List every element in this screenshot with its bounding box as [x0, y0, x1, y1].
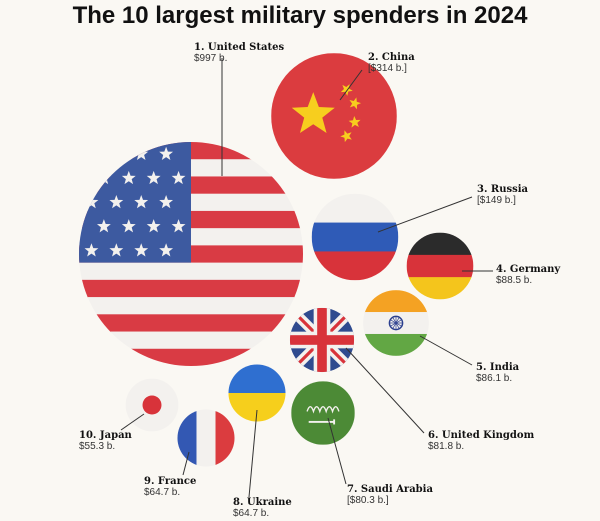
leader-line-2: [339, 69, 363, 101]
leader-line-8: [248, 409, 258, 498]
us-flag-icon: [79, 142, 303, 366]
bubble-6: 6. United Kingdom$81.8 b.: [289, 307, 535, 452]
value-label-3: [$149 b.]: [477, 195, 516, 206]
bubble-1: 1. United States$997 b.: [79, 42, 303, 366]
china-flag-icon: [271, 53, 397, 179]
bubble-9: 9. France$64.7 b.: [144, 409, 235, 498]
value-label-10: $55.3 b.: [79, 441, 115, 452]
value-label-4: $88.5 b.: [496, 275, 532, 286]
country-label-9: 9. France: [144, 476, 196, 487]
value-label-6: $81.8 b.: [428, 441, 464, 452]
leader-line-10: [120, 413, 145, 431]
leader-line-7: [327, 417, 347, 485]
country-label-3: 3. Russia: [477, 184, 529, 195]
india-flag-icon: [363, 290, 429, 356]
value-label-9: $64.7 b.: [144, 487, 180, 498]
bubble-10: 10. Japan$55.3 b.: [79, 378, 179, 452]
saudi-flag-icon: [291, 381, 355, 445]
country-label-4: 4. Germany: [496, 264, 561, 275]
bubble-7: 7. Saudi Arabia[$80.3 b.]: [291, 381, 433, 506]
country-label-5: 5. India: [476, 362, 520, 373]
value-label-2: [$314 b.]: [368, 63, 407, 74]
germany-flag-icon: [406, 232, 474, 300]
japan-flag-icon: [125, 378, 179, 432]
country-label-6: 6. United Kingdom: [428, 430, 535, 441]
value-label-8: $64.7 b.: [233, 508, 269, 519]
bubble-8: 8. Ukraine$64.7 b.: [228, 364, 292, 519]
value-label-5: $86.1 b.: [476, 373, 512, 384]
leader-line-9: [182, 451, 190, 476]
country-label-7: 7. Saudi Arabia: [347, 484, 433, 495]
country-label-1: 1. United States: [194, 42, 284, 53]
leader-line-6: [345, 347, 425, 434]
bubble-2: 2. China[$314 b.]: [271, 52, 415, 179]
country-label-2: 2. China: [368, 52, 415, 63]
value-label-7: [$80.3 b.]: [347, 495, 389, 506]
leader-line-5: [419, 335, 473, 366]
country-label-10: 10. Japan: [79, 430, 133, 441]
russia-flag-icon: [311, 193, 399, 281]
country-label-8: 8. Ukraine: [233, 497, 292, 508]
france-flag-icon: [177, 409, 235, 467]
leader-line-3: [377, 196, 473, 233]
chart-title: The 10 largest military spenders in 2024: [72, 2, 528, 29]
bubble-4: 4. Germany$88.5 b.: [406, 232, 561, 300]
bubble-5: 5. India$86.1 b.: [363, 290, 520, 384]
uk-flag-icon: [289, 307, 355, 373]
value-label-1: $997 b.: [194, 53, 227, 64]
